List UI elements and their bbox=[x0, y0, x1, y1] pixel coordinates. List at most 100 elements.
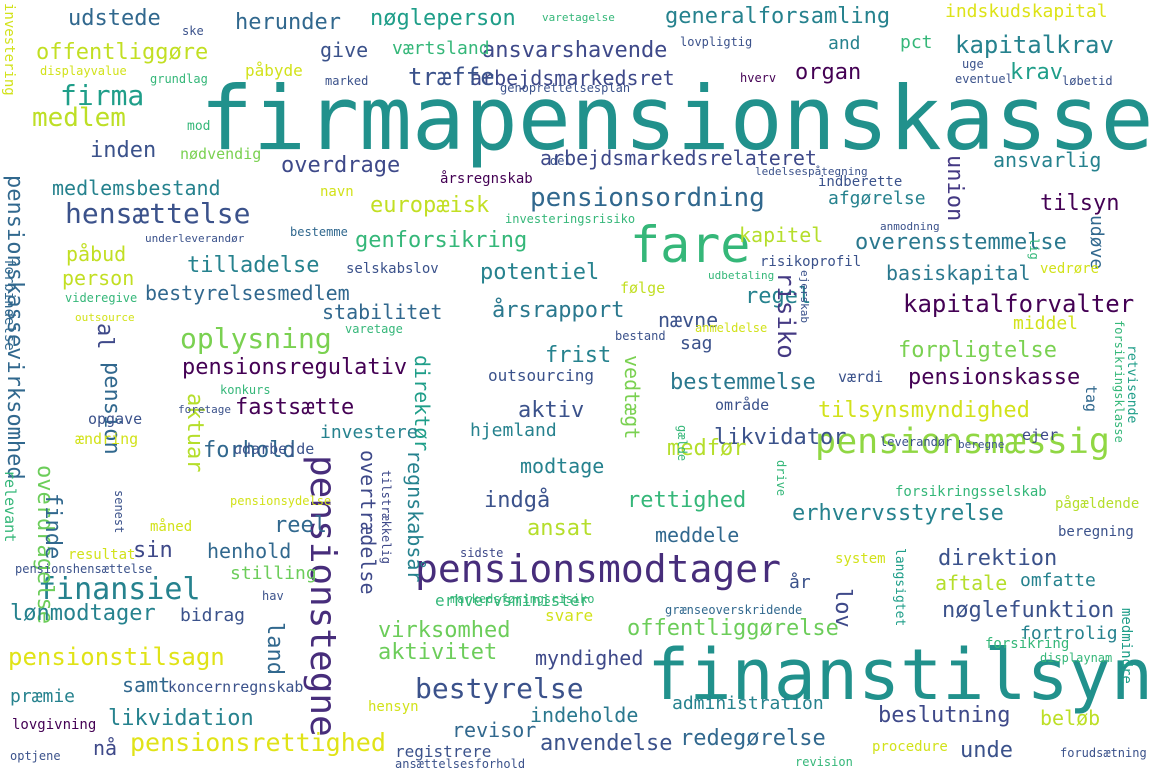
word-konkurs: konkurs bbox=[220, 383, 271, 397]
word-vedrore: vedrøre bbox=[1040, 261, 1100, 277]
word-regnskabsar: regnskabsår bbox=[403, 450, 427, 583]
word-selskabslov: selskabslov bbox=[346, 261, 439, 277]
word-indeholde: indeholde bbox=[530, 703, 639, 727]
word-medlem: medlem bbox=[32, 103, 126, 133]
word-optjene: optjene bbox=[10, 749, 61, 763]
word-praemie: præmie bbox=[10, 686, 76, 707]
word-forhold: forhold bbox=[203, 438, 296, 463]
word-del: del bbox=[550, 154, 572, 168]
word-mod: mod bbox=[187, 119, 211, 134]
word-pensionsregulativ: pensionsregulativ bbox=[182, 355, 408, 380]
word-likvidation: likvidation bbox=[108, 706, 254, 731]
word-aftale: aftale bbox=[935, 571, 1008, 595]
word-give: give bbox=[320, 38, 369, 62]
word-langsigtet: langsigtet bbox=[892, 548, 907, 627]
word-union: union bbox=[942, 155, 967, 222]
word-modtage: modtage bbox=[520, 454, 605, 478]
word-pensionsmodtager: pensionsmodtager bbox=[415, 547, 782, 591]
word-tilsyn: tilsyn bbox=[1040, 191, 1120, 216]
word-pensionsydelse: pensionsydelse bbox=[230, 494, 332, 508]
word-navn: navn bbox=[320, 184, 354, 200]
word-ejerskab: ejerskab bbox=[798, 270, 811, 323]
word-person: person bbox=[62, 266, 135, 290]
word-unde: unde bbox=[960, 738, 1013, 763]
word-grundlag: grundlag bbox=[150, 72, 208, 86]
word-procedure: procedure bbox=[872, 739, 948, 755]
word-overtraedelse: overtrædelse bbox=[356, 450, 380, 595]
word-krav: krav bbox=[1010, 60, 1063, 85]
word-sag: sag bbox=[680, 333, 713, 354]
word-redegorelse: redegørelse bbox=[680, 726, 826, 751]
word-stilling: stilling bbox=[230, 563, 317, 584]
word-naevne: nævne bbox=[658, 308, 719, 332]
word-pct: pct bbox=[900, 32, 933, 53]
word-erhvervsstyrelse: erhvervsstyrelse bbox=[792, 501, 1004, 526]
word-hav: hav bbox=[262, 589, 284, 603]
word-firmapensionskasse: firmapensionskasse bbox=[200, 67, 1154, 170]
word-organ: organ bbox=[795, 60, 862, 85]
word-rettighed: rettighed bbox=[627, 488, 747, 513]
word-tilstraekkelig: tilstrækkelig bbox=[379, 470, 393, 564]
word-ansvarlig: ansvarlig bbox=[993, 148, 1102, 172]
word-lov: lov bbox=[830, 588, 855, 628]
word-revision: revision bbox=[795, 755, 853, 769]
word-foretage: foretage bbox=[178, 403, 231, 416]
word-reel: reel bbox=[274, 513, 327, 538]
word-investering: investering bbox=[1, 3, 17, 96]
word-medmindre: medmindre bbox=[1118, 608, 1134, 684]
word-udbetaling: udbetaling bbox=[708, 269, 775, 282]
word-overdrage: overdrage bbox=[281, 153, 401, 178]
word-indberette: indberette bbox=[818, 174, 903, 190]
word-genforsikring: genforsikring bbox=[355, 228, 528, 253]
word-fare: fare bbox=[630, 216, 751, 274]
word-regel: regel bbox=[745, 284, 812, 309]
word-indga: indgå bbox=[484, 488, 551, 513]
word-pabyde: påbyde bbox=[245, 61, 303, 80]
word-koncernregnskab: koncernregnskab bbox=[168, 678, 304, 696]
word-medfor: medfør bbox=[667, 436, 747, 461]
word-lig: lig bbox=[1027, 238, 1041, 260]
word-ansaettelsesforhold: ansættelsesforhold bbox=[395, 757, 526, 770]
word-opgave: opgave bbox=[88, 410, 143, 428]
word-ejer: ejer bbox=[1022, 426, 1059, 444]
word-lonmodtager: lønmodtager bbox=[10, 601, 156, 626]
word-forpligtelse: forpligtelse bbox=[898, 338, 1057, 363]
word-arsregnskab: årsregnskab bbox=[440, 171, 533, 187]
word-likvidator: likvidator bbox=[714, 425, 847, 450]
word-al: al bbox=[92, 323, 117, 350]
word-investere: investere bbox=[320, 422, 418, 443]
word-medlemsbestand: medlemsbestand bbox=[52, 176, 221, 200]
word-hensaettelse: hensættelse bbox=[65, 197, 251, 230]
word-traeffe: træffe bbox=[408, 63, 495, 91]
word-beregning: beregning bbox=[1058, 524, 1134, 540]
word-aendring: ændring bbox=[75, 430, 139, 448]
word-administration: administration bbox=[672, 693, 824, 714]
word-displaynam: displaynam bbox=[1040, 651, 1113, 665]
word-varetagelse: varetagelse bbox=[542, 11, 615, 24]
word-displayvalue: displayvalue bbox=[40, 64, 127, 78]
word-graenseoverskridende: grænseoverskridende bbox=[665, 603, 803, 617]
word-beregne: beregne bbox=[958, 438, 1005, 451]
word-offentliggore: offentliggøre bbox=[36, 40, 209, 65]
word-drive: drive bbox=[774, 460, 788, 497]
word-registrere: registrere bbox=[395, 742, 492, 761]
word-potentiel: potentiel bbox=[480, 260, 600, 285]
word-pensionsrettighed: pensionsrettighed bbox=[130, 728, 386, 757]
word-vaerdi: værdi bbox=[838, 368, 884, 386]
word-tilsynsmyndighed: tilsynsmyndighed bbox=[818, 398, 1030, 423]
word-vaertsland: værtsland bbox=[392, 38, 490, 59]
word-hverv: hverv bbox=[740, 71, 777, 85]
word-omrade: område bbox=[715, 396, 770, 414]
word-arbejdsmarkedsrelateret: arbejdsmarkedsrelateret bbox=[540, 146, 817, 170]
word-markedsforingsrisiko: markedsføringsrisiko bbox=[450, 592, 595, 606]
word-resultat: resultat bbox=[68, 547, 136, 563]
word-vedtaegt: vedtægt bbox=[620, 355, 644, 440]
word-pensionsmaessig: pensionsmæssig bbox=[815, 422, 1111, 462]
word-pensionsordning: pensionsordning bbox=[530, 183, 765, 213]
word-finansiel: finansiel bbox=[38, 572, 201, 607]
word-aktiv: aktiv bbox=[518, 398, 585, 423]
word-arbejdsmarkedsret: arbejdsmarkedsret bbox=[470, 66, 675, 90]
word-meddele: meddele bbox=[655, 523, 740, 547]
word-belob: beløb bbox=[1040, 706, 1101, 730]
